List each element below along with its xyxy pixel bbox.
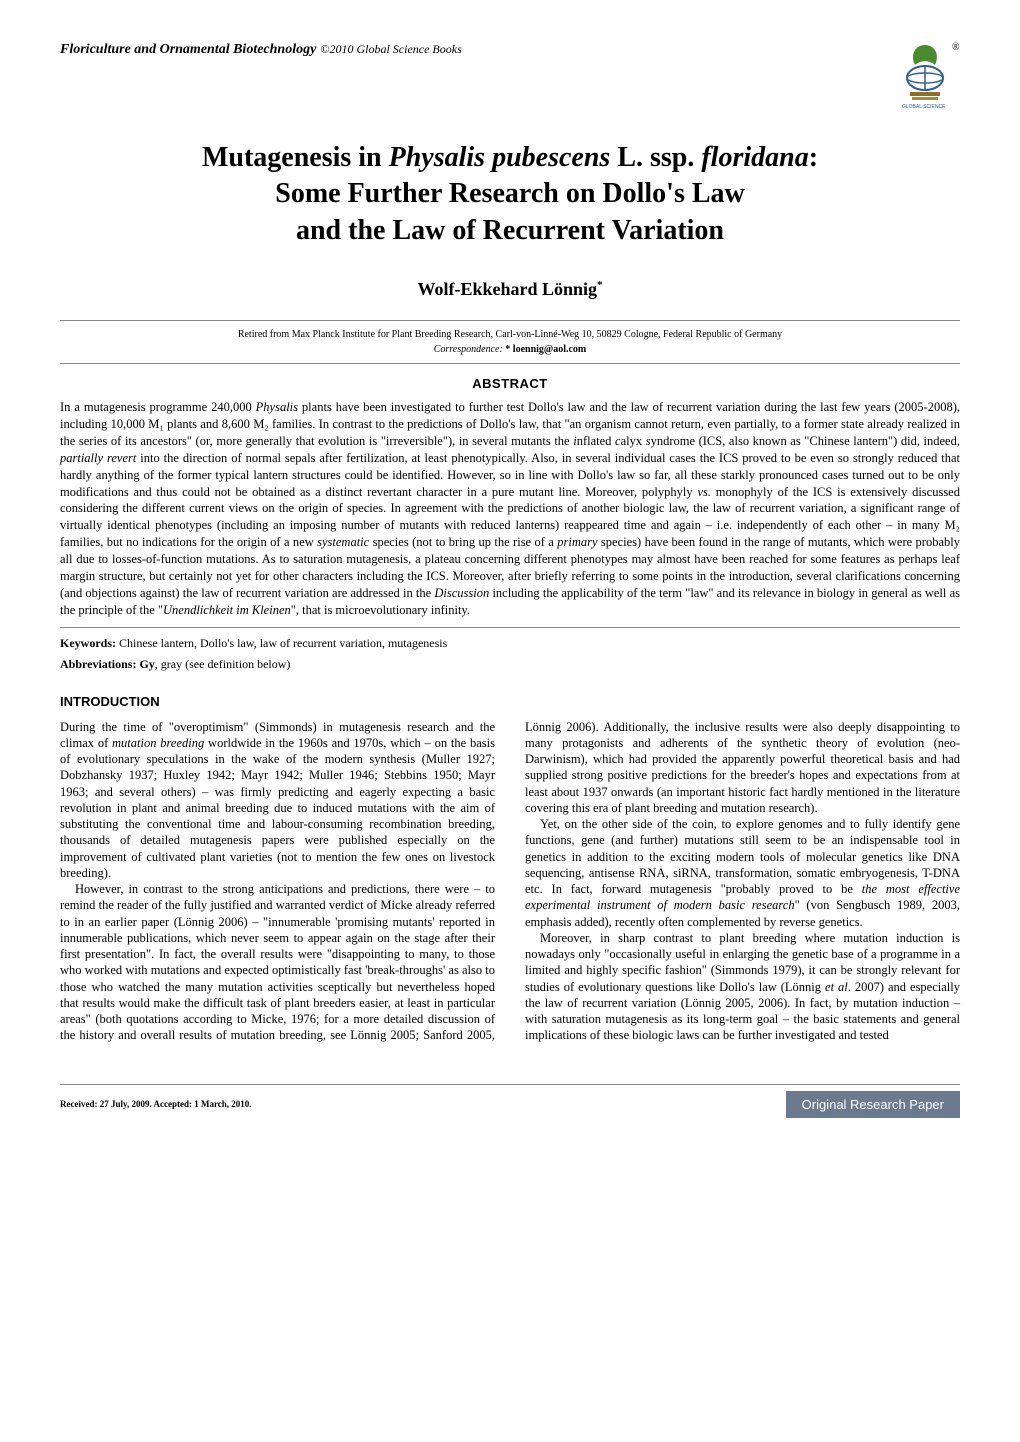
abstract-body: In a mutagenesis programme 240,000 Physa… [60,399,960,618]
divider [60,320,960,321]
journal-name: Floriculture and Ornamental Biotechnolog… [60,42,316,57]
abbrev-def: , gray (see definition below) [155,657,291,671]
correspondence-marker: * [505,344,510,355]
keywords-label: Keywords: [60,636,116,650]
author-marker: * [597,279,603,291]
correspondence-email: loennig@aol.com [513,344,586,355]
title-ssp: floridana [701,142,808,173]
abbrev-abbr: Gy [139,657,154,671]
correspondence-label: Correspondence [434,344,500,355]
author-name: Wolf-Ekkehard Lönnig [417,279,597,299]
abstract-heading: ABSTRACT [60,376,960,391]
journal-line: Floriculture and Ornamental Biotechnolog… [60,40,462,58]
divider [60,363,960,364]
paper-type-badge: Original Research Paper [786,1091,960,1118]
copyright: ©2010 Global Science Books [320,42,461,56]
page-footer: Received: 27 July, 2009. Accepted: 1 Mar… [60,1084,960,1118]
abbreviations-line: Abbreviations: Gy, gray (see definition … [60,657,960,672]
keywords-text: Chinese lantern, Dollo's law, law of rec… [119,636,447,650]
title-line1-prefix: Mutagenesis in [202,142,389,173]
divider [60,627,960,628]
intro-paragraph: Yet, on the other side of the coin, to e… [525,816,960,930]
page-header: Floriculture and Ornamental Biotechnolog… [60,40,960,110]
svg-text:®: ® [952,42,960,53]
introduction-heading: INTRODUCTION [60,694,960,709]
svg-text:GLOBAL SCIENCE: GLOBAL SCIENCE [902,104,946,110]
intro-paragraph: During the time of "overoptimism" (Simmo… [60,719,495,882]
title-line1-mid: L. ssp. [610,142,701,173]
abbrev-label: Abbreviations: [60,657,136,671]
globe-books-icon: ® GLOBAL SCIENCE [890,40,960,110]
introduction-body: During the time of "overoptimism" (Simmo… [60,719,960,1044]
title-line2: Some Further Research on Dollo's Law [275,178,745,209]
article-title: Mutagenesis in Physalis pubescens L. ssp… [60,140,960,249]
affiliation: Retired from Max Planck Institute for Pl… [60,329,960,340]
publisher-logo: ® GLOBAL SCIENCE [890,40,960,110]
title-species: Physalis pubescens [389,142,611,173]
title-line3: and the Law of Recurrent Variation [296,215,724,246]
title-line1-suffix: : [809,142,818,173]
received-date: Received: 27 July, 2009. Accepted: 1 Mar… [60,1099,252,1109]
author-line: Wolf-Ekkehard Lönnig* [60,279,960,300]
keywords-line: Keywords: Chinese lantern, Dollo's law, … [60,636,960,651]
correspondence-line: Correspondence: * loennig@aol.com [60,344,960,355]
intro-paragraph: Moreover, in sharp contrast to plant bre… [525,930,960,1044]
